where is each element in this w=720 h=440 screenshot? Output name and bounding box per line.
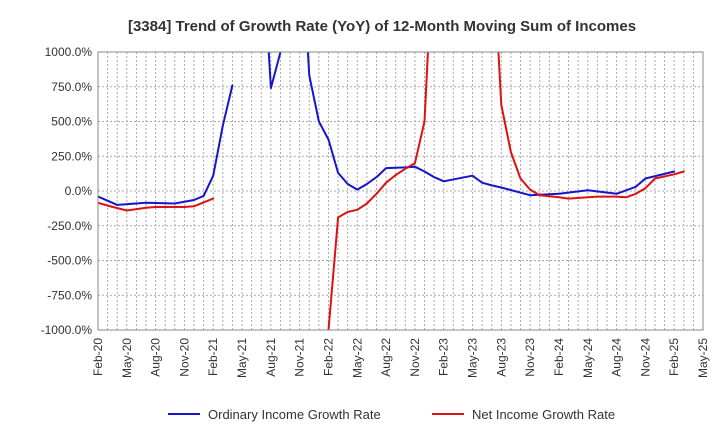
series-line-1 xyxy=(98,52,676,206)
x-tick-label: Feb-25 xyxy=(667,338,681,376)
x-tick-label: May-21 xyxy=(235,338,249,378)
x-tick-label: Aug-23 xyxy=(494,338,508,377)
y-tick-label: 1000.0% xyxy=(45,45,93,59)
x-axis: Feb-20 May-20 Aug-20 Nov-20 Feb-21 May-21 Aug-… xyxy=(91,338,710,378)
x-tick-label: May-23 xyxy=(466,338,480,378)
chart-title: [3384] Trend of Growth Rate (YoY) of 12-… xyxy=(128,18,636,35)
x-tick-label: May-22 xyxy=(350,338,364,378)
x-tick-label: Nov-24 xyxy=(638,338,652,377)
x-tick-label: Feb-23 xyxy=(437,338,451,376)
x-tick-label: Nov-20 xyxy=(177,338,191,377)
y-tick-label: 750.0% xyxy=(51,80,92,94)
y-axis: 1000.0% 750.0% 500.0% 250.0% 0.0% -250.0% -500… xyxy=(41,45,93,337)
x-tick-label: Feb-22 xyxy=(321,338,335,376)
y-tick-label: -750.0% xyxy=(47,288,92,302)
x-tick-label: Aug-20 xyxy=(149,338,163,377)
plot-series xyxy=(98,52,685,330)
x-tick-label: Aug-22 xyxy=(379,338,393,377)
y-tick-label: -250.0% xyxy=(47,219,92,233)
x-tick-label: Aug-24 xyxy=(610,338,624,377)
x-tick-label: May-24 xyxy=(581,338,595,378)
y-tick-label: 500.0% xyxy=(51,115,92,129)
x-tick-label: Aug-21 xyxy=(264,338,278,377)
y-tick-label: 0.0% xyxy=(65,184,93,198)
plot-border xyxy=(97,51,704,331)
grid xyxy=(98,51,703,331)
y-tick-label: -500.0% xyxy=(47,254,92,268)
x-tick-label: Feb-21 xyxy=(206,338,220,376)
x-tick-label: Nov-23 xyxy=(523,338,537,377)
x-tick-label: May-25 xyxy=(696,338,710,378)
legend-label-1: Ordinary Income Growth Rate xyxy=(208,407,381,422)
legend: Ordinary Income Growth Rate Net Income Gr… xyxy=(168,407,615,422)
legend-label-2: Net Income Growth Rate xyxy=(472,407,615,422)
x-tick-label: Feb-20 xyxy=(91,338,105,376)
y-tick-label: -1000.0% xyxy=(41,323,93,337)
x-tick-label: Nov-22 xyxy=(408,338,422,377)
series-line-2 xyxy=(98,52,685,330)
x-tick-label: May-20 xyxy=(120,338,134,378)
y-tick-label: 250.0% xyxy=(51,149,92,163)
x-tick-label: Nov-21 xyxy=(293,338,307,377)
x-tick-label: Feb-24 xyxy=(552,338,566,376)
